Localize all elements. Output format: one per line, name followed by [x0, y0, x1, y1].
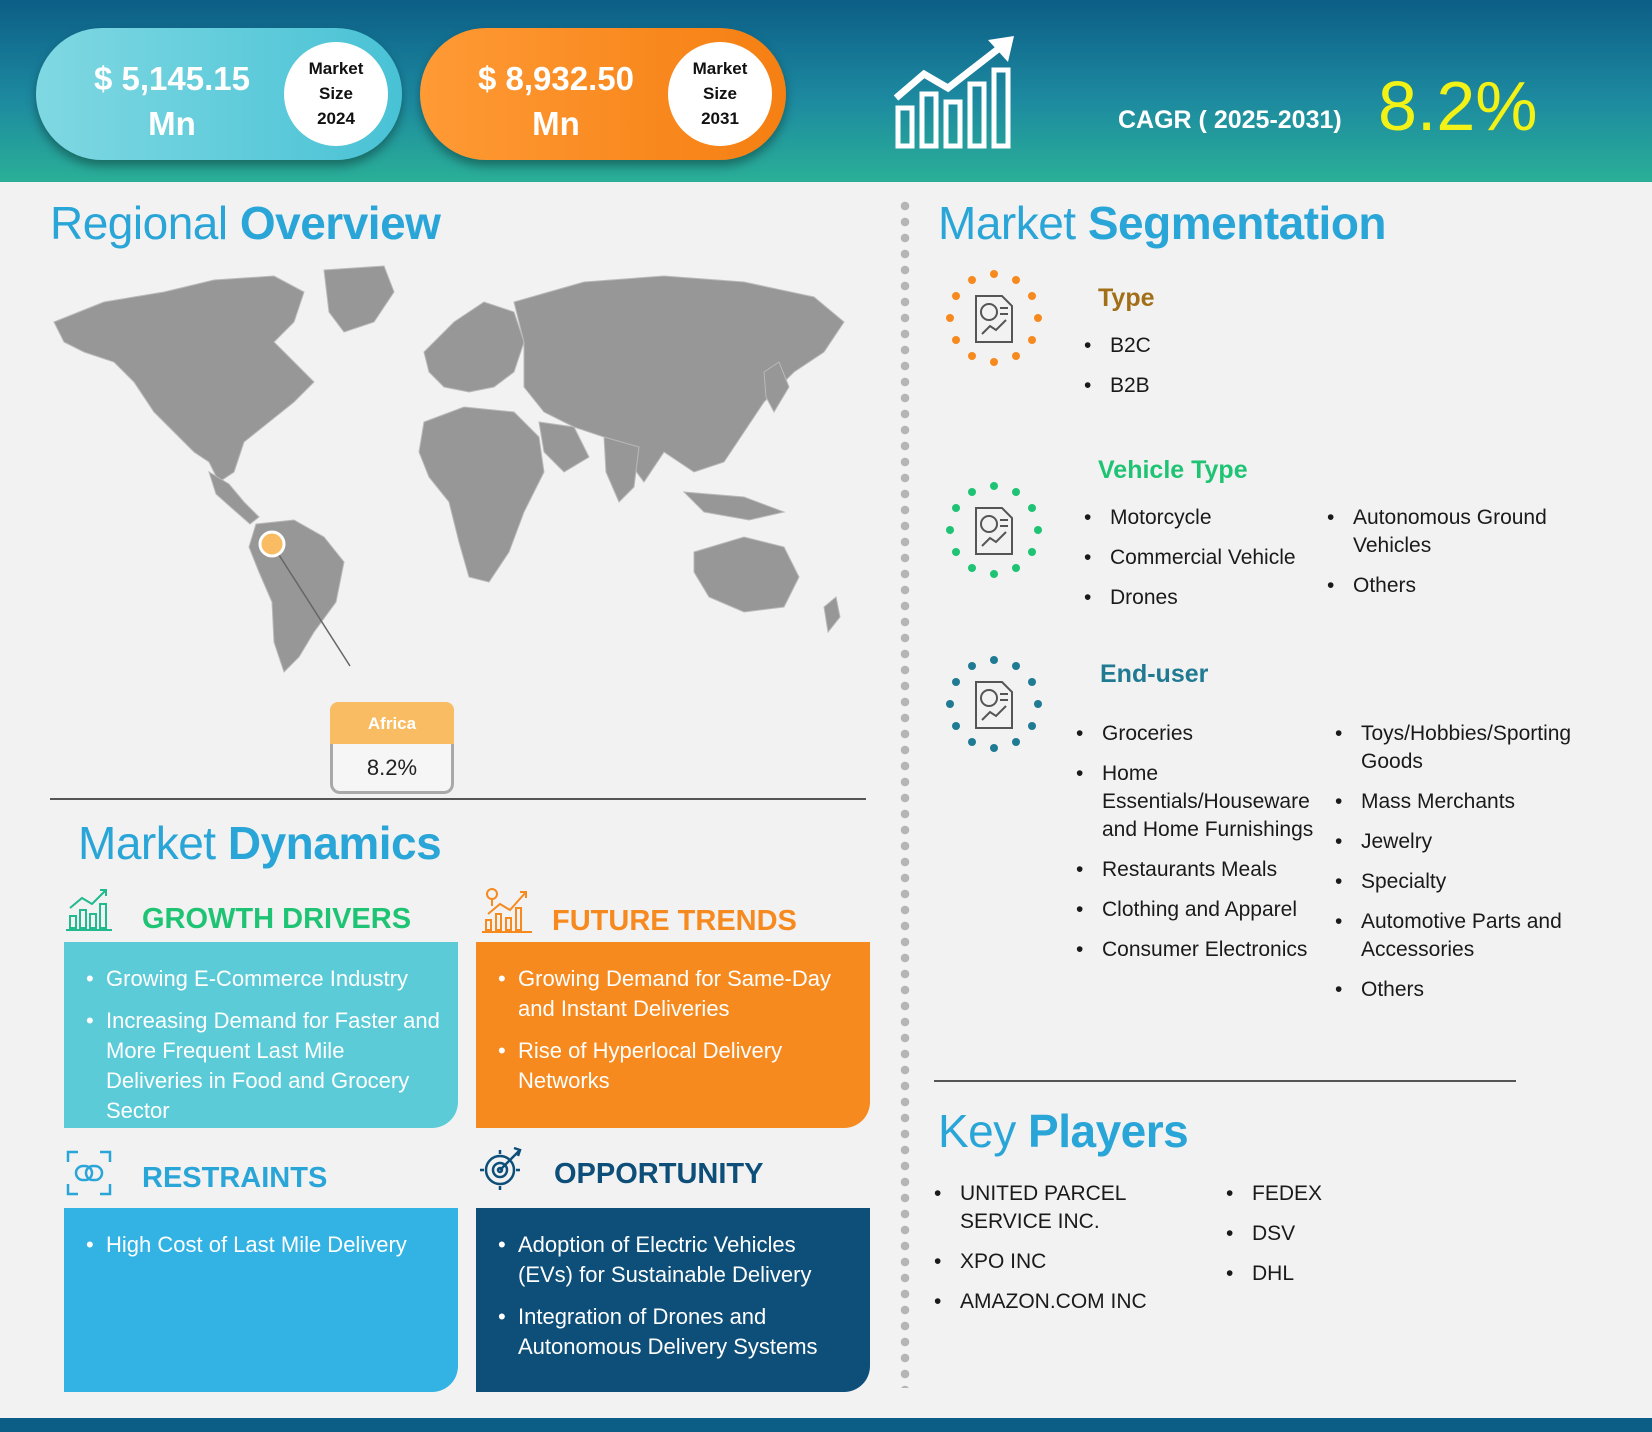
end-user-list-2: Toys/Hobbies/Sporting Goods Mass Merchan… — [1333, 720, 1593, 1016]
list-item: Mass Merchants — [1333, 788, 1593, 816]
list-item: FEDEX — [1224, 1180, 1424, 1208]
end-user-list-1: Groceries Home Essentials/Houseware and … — [1074, 720, 1330, 976]
vehicle-type-list-2: Autonomous Ground Vehicles Others — [1325, 504, 1565, 612]
growth-drivers-icon — [66, 889, 112, 931]
title-bold: Dynamics — [227, 817, 442, 869]
regional-overview-title: Regional Overview — [50, 196, 441, 250]
list-item: Increasing Demand for Faster and More Fr… — [84, 1006, 440, 1126]
divider-left — [50, 798, 866, 800]
growth-drivers-box: Growing E-Commerce Industry Increasing D… — [64, 942, 458, 1128]
region-callout-value: 8.2% — [330, 744, 454, 794]
market-size-2024-amount: $ 5,145.15 Mn — [72, 56, 272, 146]
title-light: Market — [78, 817, 216, 869]
list-item: DHL — [1224, 1260, 1424, 1288]
list-item: Integration of Drones and Autonomous Del… — [496, 1302, 852, 1362]
badge-year: 2024 — [317, 109, 355, 128]
world-map — [53, 265, 845, 673]
region-marker — [258, 530, 286, 558]
opportunity-gear-icon — [480, 1146, 522, 1190]
list-item: Consumer Electronics — [1074, 936, 1330, 964]
type-report-icon — [946, 270, 1042, 366]
restraints-heading: RESTRAINTS — [142, 1162, 328, 1194]
market-size-2024-pill: $ 5,145.15 Mn Market Size 2024 — [36, 28, 402, 160]
future-trends-box: Growing Demand for Same-Day and Instant … — [476, 942, 870, 1128]
amount-value: $ 5,145.15 — [94, 60, 250, 97]
key-players-title: Key Players — [938, 1104, 1189, 1158]
amount-value: $ 8,932.50 — [478, 60, 634, 97]
list-item: Autonomous Ground Vehicles — [1325, 504, 1565, 560]
list-item: Home Essentials/Houseware and Home Furni… — [1074, 760, 1330, 844]
title-light: Regional — [50, 197, 228, 249]
cagr-value: 8.2% — [1378, 67, 1538, 145]
key-players-list-1: UNITED PARCEL SERVICE INC. XPO INC AMAZO… — [932, 1180, 1216, 1328]
list-item: B2C — [1082, 332, 1151, 360]
title-light: Key — [938, 1105, 1016, 1157]
badge-line2: Size — [702, 84, 738, 103]
market-size-2024-badge: Market Size 2024 — [284, 42, 388, 146]
vehicle-type-heading: Vehicle Type — [1098, 456, 1248, 484]
footer-band — [0, 1418, 1652, 1432]
vehicle-type-list-1: Motorcycle Commercial Vehicle Drones — [1082, 504, 1322, 624]
region-callout-label: Africa — [330, 702, 454, 746]
restraints-chain-icon — [66, 1150, 112, 1196]
growth-chart-icon — [893, 36, 1014, 149]
list-item: Automotive Parts and Accessories — [1333, 908, 1593, 964]
badge-line1: Market — [692, 59, 748, 78]
list-item: Clothing and Apparel — [1074, 896, 1330, 924]
vertical-dotted-divider — [899, 198, 911, 1388]
title-bold: Players — [1028, 1105, 1189, 1157]
badge-year: 2031 — [701, 109, 739, 128]
list-item: Motorcycle — [1082, 504, 1322, 532]
list-item: Growing Demand for Same-Day and Instant … — [496, 964, 852, 1024]
amount-unit: Mn — [148, 105, 196, 142]
opportunity-heading: OPPORTUNITY — [554, 1158, 764, 1190]
list-item: AMAZON.COM INC — [932, 1288, 1216, 1316]
list-item: Specialty — [1333, 868, 1593, 896]
future-trends-icon — [482, 888, 532, 933]
list-item: Jewelry — [1333, 828, 1593, 856]
title-bold: Overview — [239, 197, 441, 249]
divider-right — [934, 1080, 1516, 1082]
list-item: Others — [1325, 572, 1565, 600]
title-light: Market — [938, 197, 1076, 249]
type-heading: Type — [1098, 284, 1155, 312]
market-segmentation-title: Market Segmentation — [938, 196, 1387, 250]
list-item: B2B — [1082, 372, 1151, 400]
amount-unit: Mn — [532, 105, 580, 142]
list-item: XPO INC — [932, 1248, 1216, 1276]
list-item: UNITED PARCEL SERVICE INC. — [932, 1180, 1216, 1236]
market-size-2031-pill: $ 8,932.50 Mn Market Size 2031 — [420, 28, 786, 160]
vehicle-type-report-icon — [946, 482, 1042, 578]
growth-drivers-heading: GROWTH DRIVERS — [142, 903, 412, 935]
list-item: Growing E-Commerce Industry — [84, 964, 440, 994]
end-user-heading: End-user — [1100, 660, 1209, 688]
future-trends-heading: FUTURE TRENDS — [552, 905, 797, 937]
list-item: Groceries — [1074, 720, 1330, 748]
header-band: $ 5,145.15 Mn Market Size 2024 $ 8,932.5… — [0, 0, 1652, 182]
type-list: B2C B2B — [1082, 332, 1151, 412]
title-bold: Segmentation — [1087, 197, 1387, 249]
list-item: Others — [1333, 976, 1593, 1004]
list-item: Restaurants Meals — [1074, 856, 1330, 884]
list-item: Adoption of Electric Vehicles (EVs) for … — [496, 1230, 852, 1290]
list-item: High Cost of Last Mile Delivery — [84, 1230, 440, 1260]
opportunity-box: Adoption of Electric Vehicles (EVs) for … — [476, 1208, 870, 1392]
market-size-2031-badge: Market Size 2031 — [668, 42, 772, 146]
restraints-box: High Cost of Last Mile Delivery — [64, 1208, 458, 1392]
badge-line2: Size — [318, 84, 354, 103]
list-item: DSV — [1224, 1220, 1424, 1248]
cagr-label: CAGR ( 2025-2031) — [1118, 106, 1342, 134]
end-user-report-icon — [946, 656, 1042, 752]
list-item: Rise of Hyperlocal Delivery Networks — [496, 1036, 852, 1096]
market-size-2031-amount: $ 8,932.50 Mn — [456, 56, 656, 146]
market-dynamics-title: Market Dynamics — [78, 816, 442, 870]
list-item: Drones — [1082, 584, 1322, 612]
list-item: Commercial Vehicle — [1082, 544, 1322, 572]
list-item: Toys/Hobbies/Sporting Goods — [1333, 720, 1593, 776]
badge-line1: Market — [308, 59, 364, 78]
key-players-list-2: FEDEX DSV DHL — [1224, 1180, 1424, 1300]
